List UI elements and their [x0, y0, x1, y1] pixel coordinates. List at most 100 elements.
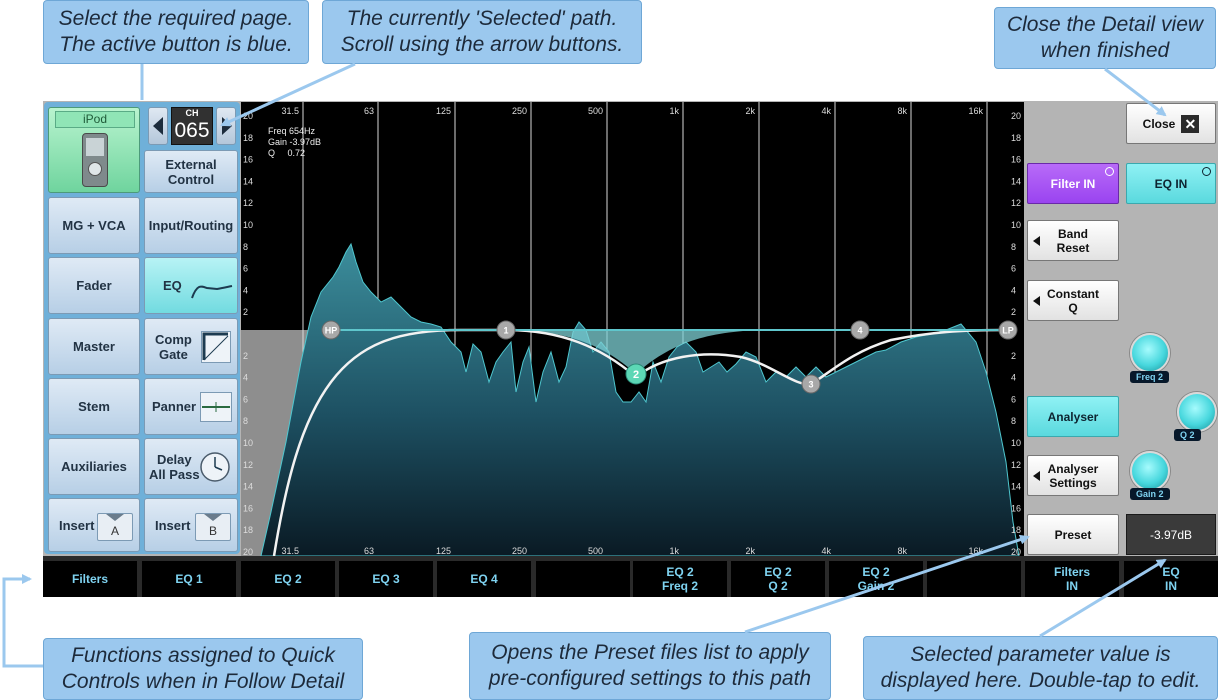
gain-label-right: 12	[1011, 198, 1021, 208]
freq-label-bottom: 1k	[669, 546, 679, 556]
hp-node-label: HP	[325, 326, 338, 336]
freq-label-bottom: 250	[512, 546, 527, 556]
quick-control-4[interactable]: EQ 3	[339, 561, 433, 597]
gain-label-right: 6	[1011, 264, 1016, 274]
gain-label-left: 14	[243, 176, 253, 186]
gain-label-left: 4	[243, 285, 248, 295]
auxiliaries-button[interactable]: Auxiliaries	[48, 438, 140, 495]
freq-2-knob-label: Freq 2	[1130, 371, 1170, 383]
hp-node[interactable]: HP	[321, 320, 341, 340]
quick-control-1[interactable]: Filters	[43, 561, 137, 597]
freq-label-bottom: 2k	[745, 546, 755, 556]
freq-2-knob[interactable]	[1130, 333, 1170, 373]
parameter-value-display[interactable]: -3.97dB	[1126, 514, 1216, 555]
quick-control-7[interactable]: EQ 2 Freq 2	[633, 561, 727, 597]
callout-select-page: Select the required page. The active but…	[43, 0, 309, 64]
preset-button[interactable]: Preset	[1027, 514, 1119, 555]
hp-filter-shade	[241, 330, 361, 556]
q-2-knob[interactable]	[1177, 392, 1217, 432]
band4-node[interactable]: 4	[850, 320, 870, 340]
analyser-button[interactable]: Analyser	[1027, 396, 1119, 437]
filter-in-button[interactable]: Filter IN	[1027, 163, 1119, 204]
band2-node[interactable]: 2	[625, 363, 647, 385]
analyser-settings-button[interactable]: Analyser Settings	[1027, 455, 1119, 496]
quick-control-10[interactable]	[927, 561, 1021, 597]
band-reset-button[interactable]: Band Reset	[1027, 220, 1119, 261]
quick-control-8[interactable]: EQ 2 Q 2	[731, 561, 825, 597]
gain-label-right: 8	[1011, 242, 1016, 252]
band1-node-label: 1	[503, 326, 508, 336]
channel-number: 065	[174, 119, 210, 142]
quick-control-3[interactable]: EQ 2	[241, 561, 335, 597]
gain-label-right: 10	[1011, 220, 1021, 230]
gain-label-left: 14	[243, 482, 253, 492]
comp-gate-button[interactable]: Comp Gate	[144, 318, 238, 375]
gain-label-right: 14	[1011, 482, 1021, 492]
band2-cut-shade	[506, 330, 771, 374]
source-tile[interactable]: iPod	[48, 107, 140, 193]
quick-control-5[interactable]: EQ 4	[437, 561, 531, 597]
gain-2-knob[interactable]	[1130, 451, 1170, 491]
freq-label-top: 63	[364, 106, 374, 116]
quick-control-6[interactable]	[536, 561, 630, 597]
gain-label-left: 6	[243, 264, 248, 274]
close-button[interactable]: Close ✕	[1126, 103, 1216, 144]
external-control-button[interactable]: External Control	[144, 150, 238, 193]
gain-label-left: 2	[243, 351, 248, 361]
readout-gain: Gain -3.97dB	[268, 137, 321, 147]
eq-graph[interactable]: 20 18 16 14 12 10 8 6 4 2 2 4 6 8 10 12 14 16 18 20 20 18 16 1…	[241, 102, 1024, 556]
gain-label-right: 20	[1011, 547, 1021, 556]
callout-quick-controls: Functions assigned to Quick Controls whe…	[43, 638, 363, 700]
source-label: iPod	[55, 111, 135, 128]
gain-label-left: 18	[243, 525, 253, 535]
channel-selector: CH 065	[144, 105, 238, 147]
freq-label-bottom: 4k	[821, 546, 831, 556]
triangle-left-icon	[1033, 295, 1040, 306]
insert-b-button[interactable]: Insert B	[144, 498, 238, 552]
gain-label-right: 14	[1011, 176, 1021, 186]
gain-label-left: 16	[243, 155, 253, 165]
eq-curve-icon	[191, 285, 233, 299]
freq-label-bottom: 31.5	[281, 546, 299, 556]
master-button[interactable]: Master	[48, 318, 140, 375]
gain-label-right: 18	[1011, 133, 1021, 143]
compressor-curve-icon	[201, 331, 231, 363]
delay-all-pass-button[interactable]: Delay All Pass	[144, 438, 238, 495]
band1-node[interactable]: 1	[496, 320, 516, 340]
gain-label-right: 16	[1011, 155, 1021, 165]
freq-label-top: 125	[436, 106, 451, 116]
gain-label-left: 4	[243, 373, 248, 383]
gain-label-right: 6	[1011, 394, 1016, 404]
quick-control-12[interactable]: EQ IN	[1124, 561, 1218, 597]
insert-a-button[interactable]: Insert A	[48, 498, 140, 552]
triangle-left-icon	[1033, 470, 1040, 481]
quick-control-2[interactable]: EQ 1	[142, 561, 236, 597]
freq-label-top: 16k	[968, 106, 983, 116]
quick-control-9[interactable]: EQ 2 Gain 2	[829, 561, 923, 597]
gain-label-left: 18	[243, 133, 253, 143]
fader-button[interactable]: Fader	[48, 257, 140, 314]
mg-vca-button[interactable]: MG + VCA	[48, 197, 140, 254]
spectrum-analyser	[260, 242, 1020, 556]
gain-label-left: 8	[243, 242, 248, 252]
stem-button[interactable]: Stem	[48, 378, 140, 435]
gain-label-right: 4	[1011, 373, 1016, 383]
band3-node[interactable]: 3	[801, 374, 821, 394]
lp-node[interactable]: LP	[998, 320, 1018, 340]
freq-label-bottom: 125	[436, 546, 451, 556]
panner-button[interactable]: Panner	[144, 378, 238, 435]
quick-control-11[interactable]: Filters IN	[1025, 561, 1119, 597]
callout-param-value: Selected parameter value is displayed he…	[863, 636, 1218, 700]
constant-q-button[interactable]: Constant Q	[1027, 280, 1119, 321]
gain-label-right: 16	[1011, 503, 1021, 513]
readout-q: Q 0.72	[268, 148, 305, 158]
close-icon: ✕	[1181, 114, 1200, 133]
eq-button[interactable]: EQ	[144, 257, 238, 314]
input-routing-button[interactable]: Input/Routing	[144, 197, 238, 254]
gain-label-left: 6	[243, 394, 248, 404]
eq-in-button[interactable]: EQ IN	[1126, 163, 1216, 204]
prev-channel-button[interactable]	[148, 107, 168, 145]
next-channel-button[interactable]	[216, 107, 236, 145]
freq-label-top: 250	[512, 106, 527, 116]
freq-label-bottom: 500	[588, 546, 603, 556]
